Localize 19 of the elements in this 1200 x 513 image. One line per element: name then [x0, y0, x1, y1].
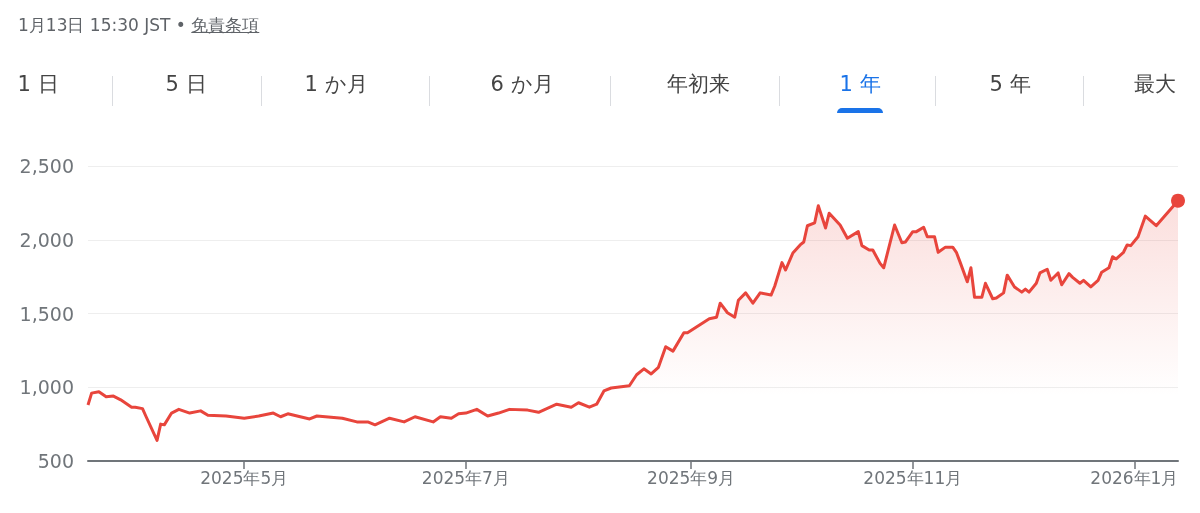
text: 1 年 [838, 71, 882, 98]
y-tick-label: 2,500 [19, 155, 74, 177]
x-tick-label: 2026年1月 [1090, 467, 1179, 488]
text: 5 年 [988, 71, 1032, 98]
x-tick-label: 2025年5月 [200, 467, 289, 488]
y-tick-label: 1,500 [19, 302, 74, 325]
y-tick-label: 2,000 [19, 228, 74, 251]
text: 1 か月 [303, 71, 369, 98]
x-tick-label: 2025年11月 [863, 467, 963, 488]
text: 5 日 [164, 71, 208, 98]
x-tick-label: 2025年7月 [421, 467, 510, 488]
text: 6 か月 [489, 71, 555, 98]
text: 1 日 [16, 71, 60, 98]
text: 年初来 [665, 71, 731, 98]
x-tick-label: 2025年9月 [647, 467, 736, 488]
y-tick-label: 1,000 [19, 376, 74, 399]
chart-subtitle: 1月13日 15:30 JST • 免責条項 [18, 14, 260, 37]
text: 最大 [1133, 71, 1177, 98]
y-tick-label: 500 [37, 450, 74, 472]
